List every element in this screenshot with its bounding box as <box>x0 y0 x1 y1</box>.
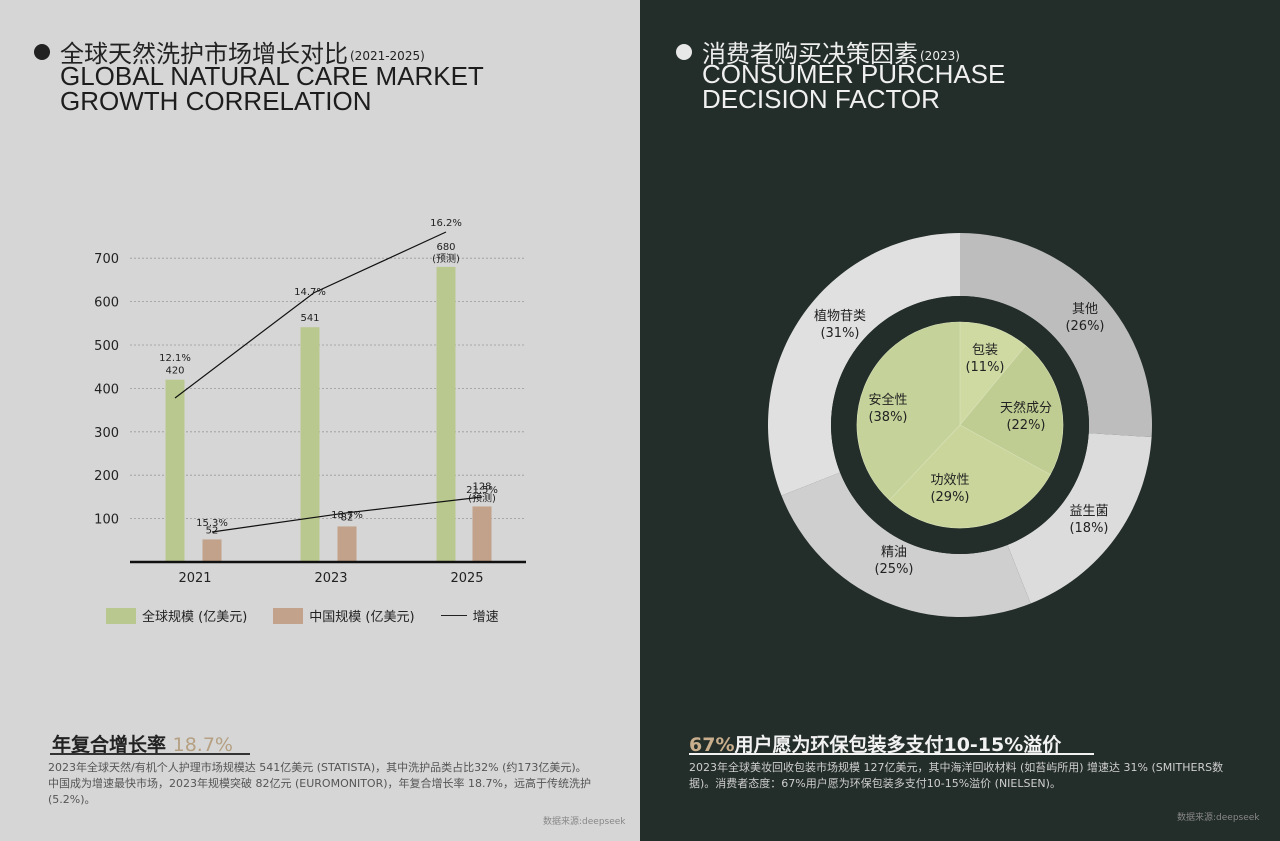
outer-slice-pct: (31%) <box>820 326 859 341</box>
left-headline: 年复合增长率 18.7% <box>52 730 233 757</box>
left-headline-underline <box>50 753 250 755</box>
right-title-zh: 消费者购买决策因素 <box>702 40 918 68</box>
right-headline: 67%用户愿为环保包装多支付10-15%溢价 <box>689 730 1061 757</box>
bar-chart-legend: 全球规模 (亿美元) 中国规模 (亿美元) 增速 <box>106 606 525 625</box>
bar-value-label: 82 <box>341 512 354 523</box>
legend-label-global: 全球规模 (亿美元) <box>142 610 248 625</box>
legend-label-growth: 增速 <box>472 610 499 625</box>
bullet-dot-icon <box>676 43 692 60</box>
right-title-row: 消费者购买决策因素 (2023) <box>676 34 960 69</box>
x-tick-label: 2023 <box>314 571 347 586</box>
growth-label: 18.7% <box>331 510 363 521</box>
pie-chart: 其他 (26%) 益生菌 (18%) 精油 (25%) 植物苷类 (31%) 包装 (11%) 天然… <box>768 233 1152 617</box>
left-panel: 全球天然洗护市场增长对比 (2021-2025) GLOBAL NATURAL … <box>0 0 640 841</box>
outer-slice-pct: (26%) <box>1065 319 1104 334</box>
inner-slice-pct: (38%) <box>868 410 907 425</box>
legend-swatch-china <box>273 607 304 624</box>
donut-slice-1 <box>1007 433 1152 604</box>
y-tick-label: 100 <box>94 513 119 528</box>
pie-slice-0 <box>959 321 1027 426</box>
legend-item-china: 中国规模 (亿美元) <box>273 606 415 625</box>
pie-slice-1 <box>959 345 1064 476</box>
right-title-year: (2023) <box>920 48 960 63</box>
growth-label: 15.3% <box>196 518 228 529</box>
left-source: 数据来源:deepseek <box>543 817 626 827</box>
bar-global <box>300 327 320 562</box>
y-tick-label: 400 <box>94 382 119 397</box>
right-title-en-line2: DECISION FACTOR <box>702 84 940 114</box>
left-headline-main: 年复合增长率 <box>52 734 173 756</box>
legend-item-global: 全球规模 (亿美元) <box>106 606 247 625</box>
right-headline-underline <box>689 753 1094 755</box>
inner-slice-label: 天然成分 <box>1000 400 1052 416</box>
right-description: 2023年全球美妆回收包装市场规模 127亿美元，其中海洋回收材料 (如苔屿所用… <box>689 761 1224 790</box>
legend-item-growth: 增速 <box>440 606 499 625</box>
bar-global <box>436 266 456 562</box>
bar-global <box>165 379 185 562</box>
inner-slice-pct: (11%) <box>965 360 1004 375</box>
inner-slice-pct: (29%) <box>930 490 969 505</box>
left-title-en-line2: GROWTH CORRELATION <box>60 86 372 116</box>
pie-slice-2 <box>889 424 1051 529</box>
outer-slice-label: 其他 <box>1072 302 1098 317</box>
left-title-en: GLOBAL NATURAL CARE MARKET GROWTH CORREL… <box>60 61 560 116</box>
right-headline-accent: 67% <box>689 734 735 756</box>
legend-swatch-global <box>106 607 136 624</box>
bar-china <box>202 539 222 562</box>
left-headline-accent: 18.7% <box>172 734 233 756</box>
left-title-row: 全球天然洗护市场增长对比 (2021-2025) <box>34 34 425 69</box>
donut-slice-3 <box>768 233 960 496</box>
outer-slice-label: 植物苷类 <box>814 309 866 324</box>
y-tick-label: 500 <box>94 339 119 354</box>
legend-label-china: 中国规模 (亿美元) <box>309 610 415 625</box>
y-tick-label: 200 <box>94 469 119 484</box>
bar-value-label: 680 <box>436 242 455 253</box>
pie-slice-3 <box>856 321 961 501</box>
bar-chart: 100 200 300 400 500 600 700 420 52 2021 541 82 2023 6… <box>94 218 526 586</box>
outer-slice-pct: (25%) <box>874 562 913 577</box>
y-tick-label: 300 <box>94 426 119 441</box>
bar-china <box>337 526 357 562</box>
right-panel: 消费者购买决策因素 (2023) CONSUMER PURCHASE DECIS… <box>640 0 1280 841</box>
right-source: 数据来源:deepseek <box>1177 813 1260 823</box>
donut-slice-0 <box>960 233 1152 438</box>
inner-slice-pct: (22%) <box>1006 418 1045 433</box>
outer-slice-label: 益生菌 <box>1069 504 1108 519</box>
growth-label: 14.7% <box>294 287 326 298</box>
bar-value-label: 541 <box>300 313 319 324</box>
left-title-zh: 全球天然洗护市场增长对比 <box>60 40 348 68</box>
growth-line-global <box>174 231 447 399</box>
y-tick-label: 600 <box>94 296 119 311</box>
bar-note-label: (预测) <box>468 491 496 504</box>
bar-note-label: (预测) <box>432 252 460 265</box>
right-title-en-line1: CONSUMER PURCHASE <box>702 59 1006 89</box>
bar-value-label: 52 <box>206 525 219 536</box>
bullet-dot-icon <box>34 43 50 60</box>
donut-slice-2 <box>781 472 1031 617</box>
bar-value-label: 420 <box>165 366 184 377</box>
legend-swatch-growth <box>440 615 467 616</box>
left-description: 2023年全球天然/有机个人护理市场规模达 541亿美元 (STATISTA)，… <box>48 761 591 806</box>
bar-china <box>472 506 492 562</box>
inner-slice-label: 包装 <box>972 343 998 358</box>
growth-line-china <box>211 496 483 533</box>
left-title-year: (2021-2025) <box>350 48 425 63</box>
inner-slice-label: 安全性 <box>868 392 907 408</box>
growth-label: 21.5% <box>466 485 498 496</box>
growth-label: 12.1% <box>159 353 191 364</box>
outer-slice-pct: (18%) <box>1069 521 1108 536</box>
inner-slice-label: 功效性 <box>930 473 969 488</box>
right-headline-main: 用户愿为环保包装多支付10-15%溢价 <box>734 734 1062 756</box>
y-tick-label: 700 <box>94 252 119 267</box>
outer-slice-label: 精油 <box>881 545 907 560</box>
growth-label: 16.2% <box>430 218 462 229</box>
bar-value-label: 128 <box>472 481 491 492</box>
x-tick-label: 2025 <box>450 571 483 586</box>
x-tick-label: 2021 <box>178 571 211 586</box>
left-title-en-line1: GLOBAL NATURAL CARE MARKET <box>60 61 484 91</box>
right-title-en: CONSUMER PURCHASE DECISION FACTOR <box>702 59 1202 114</box>
